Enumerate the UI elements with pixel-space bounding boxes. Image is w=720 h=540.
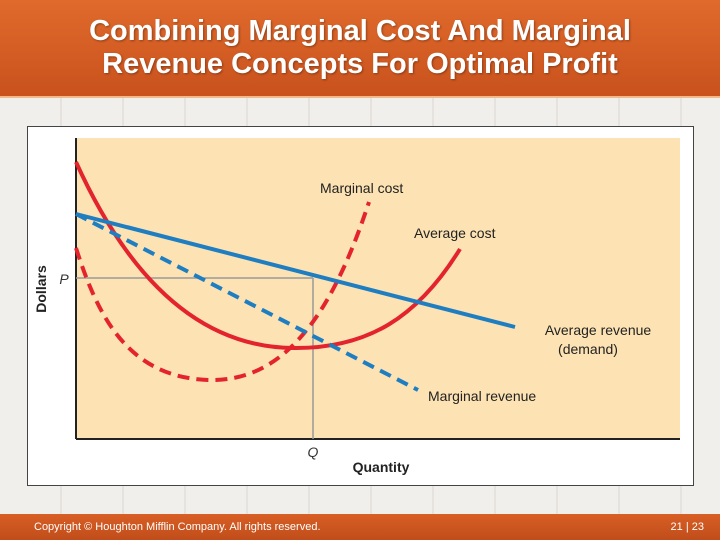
demand-label: (demand) [558,341,618,357]
quantity-label: Q [308,444,319,460]
slide-title-line1: Combining Marginal Cost And Marginal [89,15,631,47]
footer-copyright: Copyright © Houghton Mifflin Company. Al… [34,521,321,533]
slide-title-line2: Revenue Concepts For Optimal Profit [102,48,618,80]
footer-bar: Copyright © Houghton Mifflin Company. Al… [0,514,720,540]
marginal-revenue-curve [75,212,419,392]
average-revenue-curve [75,212,516,329]
slide-title: Combining Marginal Cost And Marginal Rev… [20,15,700,81]
average-cost-curve [74,161,462,351]
page-number: 21 | 23 [670,521,704,533]
marginal-cost-curve [74,201,371,383]
y-axis-label: Dollars [33,265,49,313]
figure-frame: Dollars Quantity P Q Marginal cost Avera… [27,126,694,486]
title-bar: Combining Marginal Cost And Marginal Rev… [0,0,720,98]
marginal-cost-label: Marginal cost [320,180,403,196]
plot-area [76,138,680,439]
average-revenue-label: Average revenue [545,322,652,338]
cost-revenue-diagram: Dollars Quantity P Q Marginal cost Avera… [33,138,680,475]
marginal-revenue-label: Marginal revenue [428,388,536,404]
average-cost-label: Average cost [414,225,496,241]
price-label: P [59,271,69,287]
x-axis-label: Quantity [353,459,410,475]
